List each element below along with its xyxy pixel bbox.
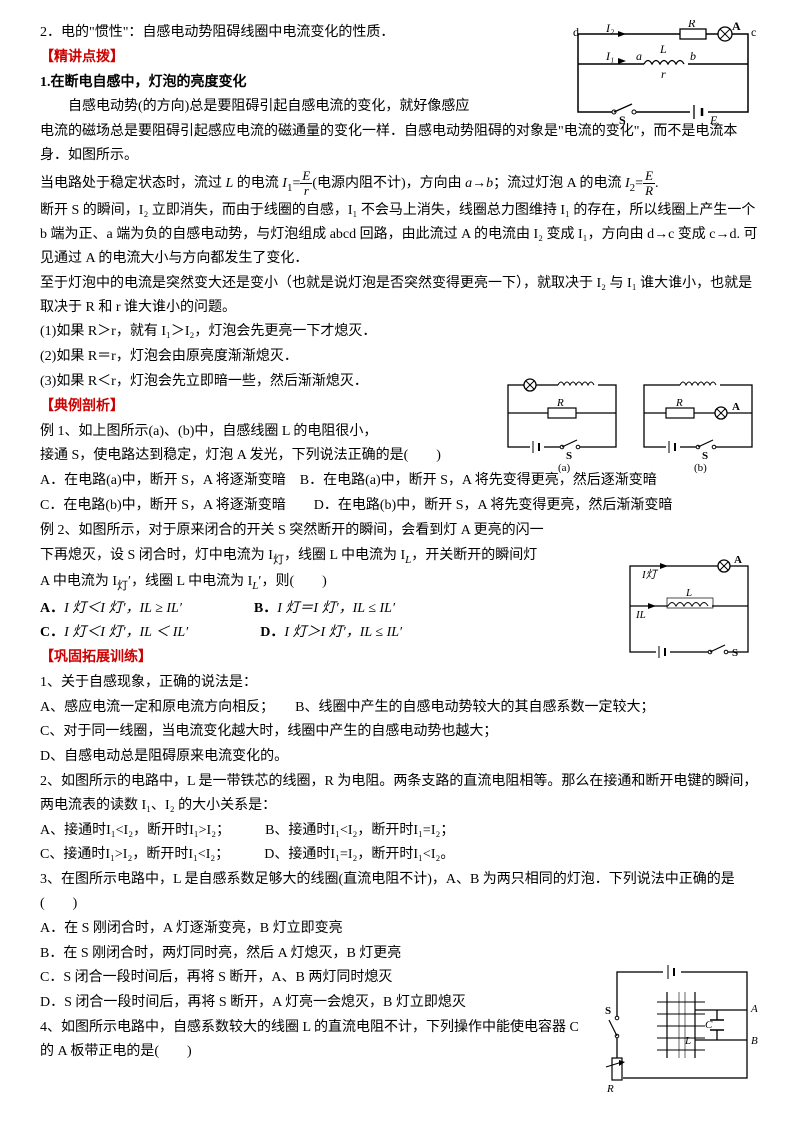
svg-text:a: a [636, 49, 642, 63]
svg-text:IL: IL [635, 609, 646, 621]
fig-circuits-ab: A L R S (a) L R [500, 377, 760, 475]
svg-text:A: A [750, 1003, 758, 1015]
q3-C: C．S 闭合一段时间后，再将 S 断开，A、B 两灯同时熄灭 [40, 966, 595, 990]
para-steady: 当电路处于稳定状态时，流过 L 的电流 I1=Er(电源内阻不计)，方向由 a→… [40, 169, 760, 199]
svg-text:I₁: I₁ [605, 49, 614, 63]
svg-text:L: L [685, 587, 692, 599]
example-2-line3: A 中电流为 I灯′，线圈 L 中电流为 IL′，则( ) [40, 570, 605, 595]
example-2-optsAB: A．I 灯＜I 灯′，IL ≥ IL′B．I 灯＝I 灯′，IL ≤ IL′ [40, 597, 605, 621]
case-1: (1)如果 R＞r，就有 I₁＞I₂，灯泡会先更亮一下才熄灭． [40, 320, 560, 344]
q1-optD: D、自感电动总是阻碍原来电流变化的。 [40, 745, 760, 769]
example-2-line2: 下再熄灭，设 S 闭合时，灯中电流为 I灯，线圈 L 中电流为 IL，开关断开的… [40, 544, 605, 569]
svg-text:S: S [566, 450, 572, 462]
q2: 2、如图所示的电路中，L 是一带铁芯的线圈，R 为电阻。两条支路的直流电阻相等。… [40, 770, 760, 818]
svg-text:E: E [709, 113, 718, 125]
svg-text:(b): (b) [694, 462, 707, 474]
svg-text:A: A [732, 20, 741, 33]
q3: 3、在图所示电路中，L 是自感系数足够大的线圈(直流电阻不计)，A、B 为两只相… [40, 868, 760, 916]
svg-text:S: S [619, 113, 626, 125]
q3-D: D．S 闭合一段时间后，再将 S 断开，A 灯亮一会熄灭，B 灯立即熄灭 [40, 991, 595, 1015]
svg-text:(a): (a) [558, 462, 571, 474]
fig-circuit-ex2: A I灯 L IL S [620, 556, 760, 666]
svg-text:S: S [732, 647, 738, 659]
example-1-line1: 例 1、如上图所示(a)、(b)中，自感线圈 L 的电阻很小， [40, 420, 560, 444]
svg-text:R: R [675, 397, 683, 409]
fig-circuit-q4: S R L [605, 962, 760, 1092]
svg-text:I₂: I₂ [605, 21, 614, 35]
svg-text:A: A [521, 377, 529, 380]
q3-A: A．在 S 刚闭合时，A 灯逐渐变亮，B 灯立即变亮 [40, 917, 595, 941]
example-2-line1: 例 2、如图所示，对于原来闭合的开关 S 突然断开的瞬间，会看到灯 A 更亮的闪… [40, 519, 605, 543]
svg-text:R: R [556, 397, 564, 409]
svg-text:R: R [687, 20, 696, 30]
svg-text:R: R [606, 1083, 614, 1092]
svg-text:C: C [705, 1019, 713, 1031]
svg-text:A: A [734, 556, 742, 566]
svg-text:A: A [732, 401, 740, 413]
q1: 1、关于自感现象，正确的说法是： [40, 671, 760, 695]
svg-text:L: L [659, 42, 667, 56]
page-body: 2．电的"惯性"：自感电动势阻碍线圈中电流变化的性质． 【精讲点拨】 1.在断电… [40, 21, 760, 1064]
svg-text:I灯: I灯 [641, 568, 659, 581]
svg-text:B: B [751, 1035, 758, 1047]
svg-text:L: L [697, 377, 704, 380]
q3-B: B．在 S 刚闭合时，两灯同时亮，然后 A 灯熄灭，B 灯更亮 [40, 942, 595, 966]
case-3: (3)如果 R＜r，灯泡会先立即暗一些，然后渐渐熄灭． [40, 370, 560, 394]
svg-text:L: L [574, 377, 581, 380]
q1-optC: C、对于同一线圈，当电流变化越大时，线圈中产生的自感电动势也越大； [40, 720, 760, 744]
svg-text:S: S [605, 1005, 611, 1017]
svg-text:b: b [690, 49, 696, 63]
svg-text:r: r [661, 67, 666, 81]
fig-circuit-1: d c I₂ I₁ a b L r R A S E [560, 20, 760, 125]
example-2-optsCD: C．I 灯＜I 灯′，IL ＜ IL′D．I 灯＞I 灯′，IL ≤ IL′ [40, 621, 605, 645]
svg-text:d: d [573, 25, 579, 39]
case-2: (2)如果 R＝r，灯泡会由原亮度渐渐熄灭． [40, 345, 560, 369]
svg-text:L: L [684, 1035, 691, 1047]
q4: 4、如图所示电路中，自感系数较大的线圈 L 的直流电阻不计，下列操作中能使电容器… [40, 1016, 595, 1064]
q2-optAB: A、接通时I₁<I₂，断开时I₁>I₂； B、接通时I₁<I₂，断开时I₁=I₂… [40, 819, 760, 843]
svg-text:c: c [751, 25, 756, 39]
para-1b: 电流的磁场总是要阻碍引起感应电流的磁通量的变化一样．自感电动势阻碍的对象是"电流… [40, 120, 760, 168]
svg-text:S: S [702, 450, 708, 462]
heading-dianli: 【典例剖析】 [40, 395, 560, 419]
q2-optCD: C、接通时I₁>I₂，断开时I₁<I₂； D、接通时I₁=I₂，断开时I₁<I₂… [40, 843, 760, 867]
para-comparison: 至于灯泡中的电流是突然变大还是变小（也就是说灯泡是否突然变得更亮一下），就取决于… [40, 272, 760, 320]
q1-optAB: A、感应电流一定和原电流方向相反； B、线圈中产生的自感电动势较大的其自感系数一… [40, 696, 760, 720]
para-open-switch: 断开 S 的瞬间，I₂ 立即消失，而由于线圈的自感，I₁ 不会马上消失，线圈总力… [40, 199, 760, 270]
example-1-optsCD: C．在电路(b)中，断开 S，A 将逐渐变暗 D．在电路(b)中，断开 S，A … [40, 494, 760, 518]
